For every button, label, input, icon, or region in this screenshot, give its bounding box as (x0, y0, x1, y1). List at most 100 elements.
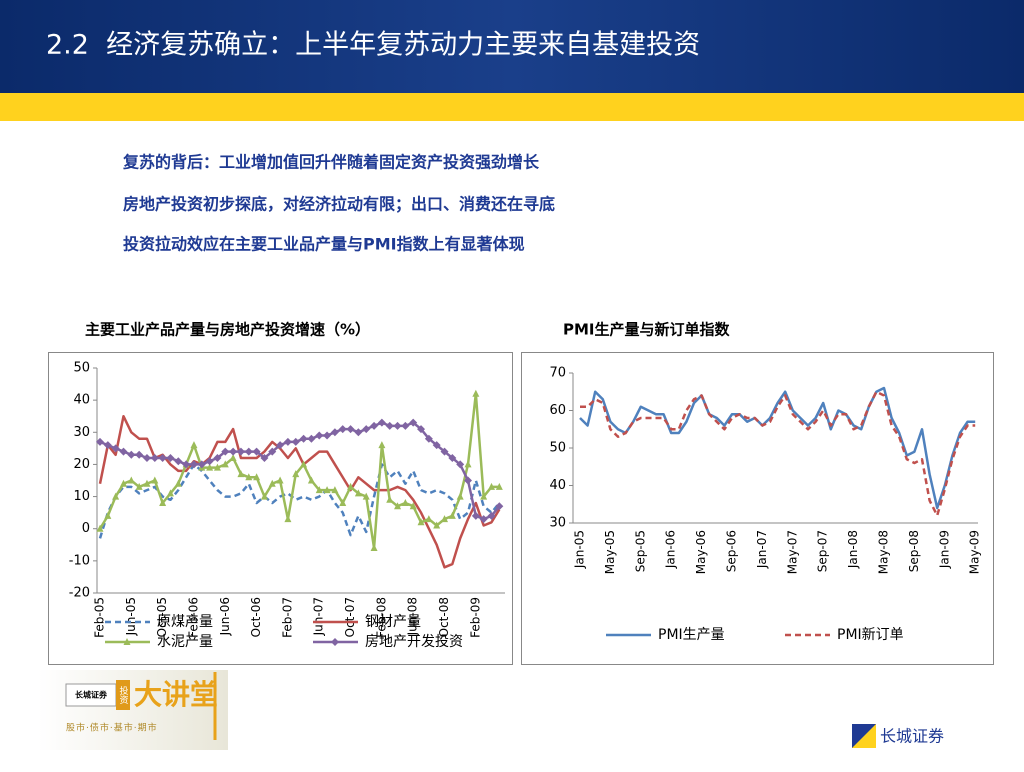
x-tick-label: Oct-06 (249, 597, 263, 637)
series-line (580, 390, 976, 517)
series-line (98, 463, 501, 539)
point-marker (456, 460, 465, 469)
point-marker (425, 515, 433, 523)
point-marker (362, 492, 370, 500)
point-marker (244, 447, 253, 456)
legend-label: 房地产开发投资 (365, 634, 463, 650)
point-marker (417, 425, 426, 434)
point-marker (346, 425, 355, 434)
point-marker (283, 437, 292, 446)
x-tick-label: Sep-06 (725, 530, 739, 572)
point-marker (409, 502, 417, 510)
chart-title: 主要工业产品产量与房地产投资增速（%） (85, 321, 370, 339)
y-tick-label: 70 (549, 366, 566, 381)
footer-company: 长城证券 (880, 727, 944, 746)
point-marker (401, 499, 409, 506)
point-marker (159, 499, 167, 506)
point-marker (330, 428, 339, 437)
point-marker (331, 486, 339, 494)
point-marker (354, 489, 362, 497)
y-tick-label: -10 (69, 553, 90, 568)
x-tick-label: Jan-08 (846, 530, 860, 569)
point-marker (143, 479, 151, 487)
y-tick-label: 20 (73, 457, 90, 472)
y-tick-label: 30 (549, 516, 566, 531)
point-marker (237, 470, 245, 478)
point-marker (394, 502, 402, 510)
point-marker (323, 431, 332, 440)
point-marker (229, 454, 237, 461)
y-tick-label: 60 (549, 403, 566, 418)
point-marker (252, 447, 261, 456)
y-tick-label: 50 (549, 441, 566, 456)
logo-bg (38, 670, 228, 750)
x-tick-label: Feb-08 (374, 597, 388, 638)
point-marker (472, 389, 480, 397)
x-tick-label: May-07 (785, 530, 799, 574)
point-marker (213, 463, 221, 471)
point-marker (495, 482, 503, 490)
point-marker (495, 502, 504, 511)
point-marker (300, 460, 308, 468)
series-line (579, 386, 976, 510)
point-marker (292, 470, 300, 478)
point-marker (205, 457, 214, 466)
point-marker (338, 425, 347, 434)
bullet: 投资拉动效应在主要工业品产量与PMI指数上有显著体现 (123, 235, 525, 254)
point-marker (433, 521, 441, 529)
point-marker (315, 486, 323, 494)
point-marker (323, 486, 331, 494)
point-marker (471, 511, 480, 520)
x-tick-label: Oct-05 (155, 597, 169, 637)
y-tick-label: 50 (73, 361, 90, 376)
point-marker (377, 418, 386, 427)
x-tick-label: Jun-06 (218, 597, 232, 636)
point-marker (127, 450, 136, 459)
y-tick-label: 30 (73, 425, 90, 440)
logo-name: 大讲堂 (134, 678, 218, 711)
point-marker (197, 460, 206, 469)
bullet: 房地产投资初步探底，对经济拉动有限；出口、消费还在寻底 (123, 195, 555, 214)
legend-marker (331, 638, 339, 646)
point-marker (245, 473, 253, 481)
point-marker (487, 511, 496, 520)
x-tick-label: Jan-05 (573, 530, 587, 569)
chart-right: 30 40 50 60 70 Jan-05 May-05 Sep-05 Jan-06 May-06… (549, 366, 981, 644)
point-marker (370, 544, 378, 551)
x-tick-label: Feb-05 (93, 597, 107, 638)
point-marker (417, 518, 425, 526)
footer-logo-mark (852, 724, 876, 748)
logo-tag-bg (116, 680, 130, 710)
point-marker (299, 434, 308, 443)
point-marker (315, 431, 324, 440)
point-marker (432, 441, 441, 450)
point-marker (456, 492, 464, 500)
series-line (98, 414, 501, 569)
point-marker (448, 454, 457, 462)
point-marker (401, 421, 410, 430)
x-tick-label: Jan-07 (755, 530, 769, 569)
point-marker (158, 454, 167, 462)
point-marker (189, 460, 198, 469)
point-marker (276, 441, 285, 450)
point-marker (119, 447, 128, 456)
x-tick-label: May-09 (968, 530, 982, 574)
chart-frame (521, 352, 994, 665)
x-tick-label: Feb-07 (280, 597, 294, 638)
x-tick-label: May-06 (694, 530, 708, 574)
point-marker (206, 463, 214, 471)
point-marker (119, 479, 127, 487)
point-marker (221, 460, 229, 468)
point-marker (291, 437, 300, 446)
point-marker (284, 515, 292, 523)
x-tick-label: Sep-08 (907, 530, 921, 572)
point-marker (221, 447, 230, 456)
x-tick-label: Jun-07 (312, 597, 326, 636)
point-marker (174, 479, 182, 487)
point-marker (166, 454, 175, 462)
point-marker (174, 457, 183, 466)
legend-marker (123, 638, 131, 645)
y-tick-label: 40 (549, 478, 566, 493)
point-marker (150, 454, 159, 462)
